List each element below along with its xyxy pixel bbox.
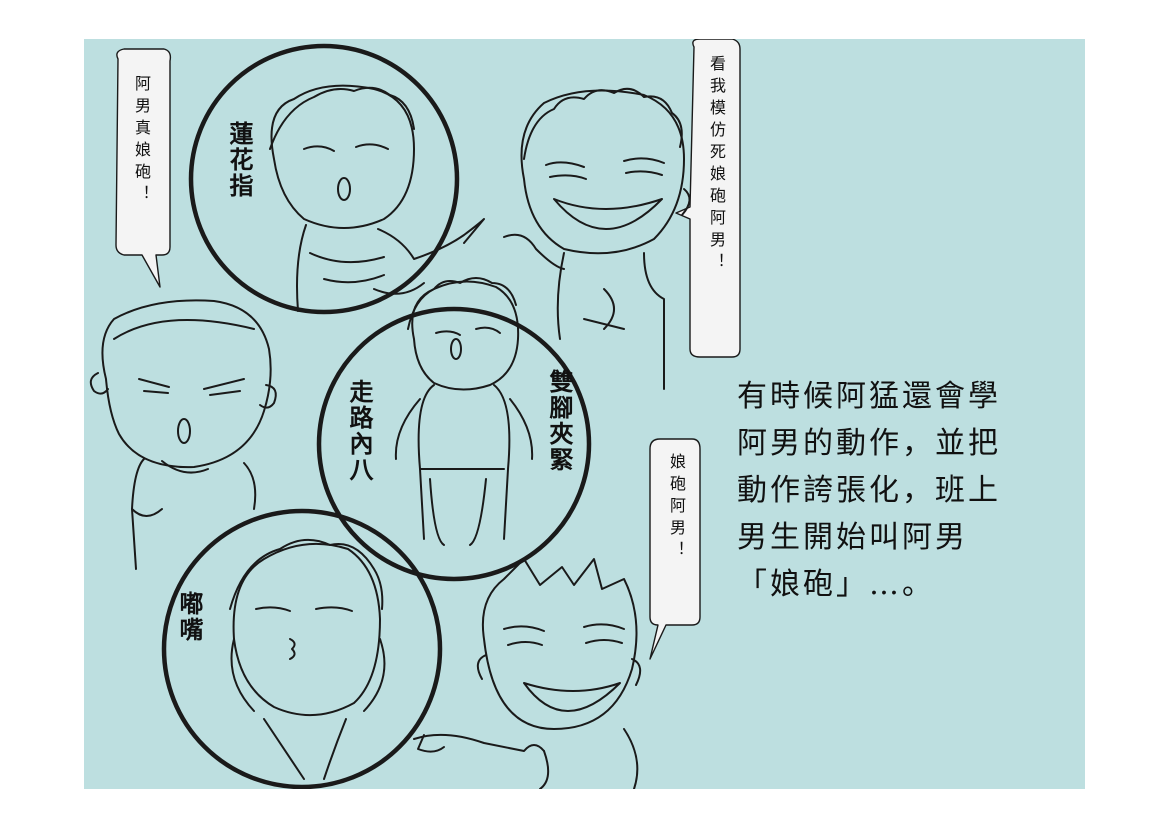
boy-left bbox=[89, 299, 277, 570]
bubble-text-left: 阿男真娘砲！ bbox=[132, 75, 151, 207]
speech-bubble-top-right bbox=[675, 39, 741, 358]
comic-panel: 阿男真娘砲！ 看我模仿死娘砲阿男！ 娘砲阿男！ 蓮花指 走路內八 雙腳夾緊 嘟嘴… bbox=[84, 39, 1085, 789]
comic-illustration bbox=[89, 39, 741, 789]
circle-walk-legs bbox=[316, 277, 592, 582]
boy-bottom-right bbox=[413, 558, 642, 789]
label-lotus-finger: 蓮花指 bbox=[225, 121, 253, 199]
circle-lotus-finger bbox=[188, 43, 485, 315]
speech-bubble-bottom-right bbox=[649, 438, 701, 660]
label-walk-pigeon-toed: 走路內八 bbox=[345, 379, 373, 483]
bubble-text-bottom-right: 娘砲阿男！ bbox=[667, 453, 686, 563]
boy-top-right bbox=[503, 87, 691, 390]
narration-line: 阿男的動作，並把 bbox=[737, 426, 1001, 461]
narration-line: 有時候阿猛還會學 bbox=[737, 379, 1001, 414]
label-legs-together: 雙腳夾緊 bbox=[545, 369, 573, 473]
narration-line: 動作誇張化，班上 bbox=[737, 473, 1001, 508]
label-pout: 嘟嘴 bbox=[175, 591, 203, 643]
narration-line: 男生開始叫阿男 bbox=[737, 520, 968, 555]
narration-text: 有時候阿猛還會學 阿男的動作，並把 動作誇張化，班上 男生開始叫阿男 「娘砲」…… bbox=[737, 373, 1077, 608]
speech-bubble-left bbox=[115, 48, 172, 288]
narration-line: 「娘砲」…。 bbox=[737, 567, 935, 602]
bubble-text-top-right: 看我模仿死娘砲阿男！ bbox=[707, 55, 726, 275]
circle-pout bbox=[161, 508, 443, 789]
